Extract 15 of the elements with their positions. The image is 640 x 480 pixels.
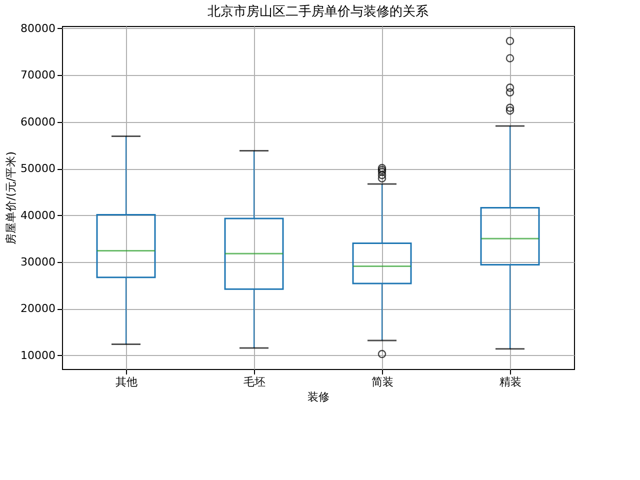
y-tick-label: 80000 bbox=[20, 22, 56, 35]
y-tick-label: 70000 bbox=[20, 68, 56, 82]
x-tick-label: 精装 bbox=[500, 376, 522, 388]
y-tick-label: 30000 bbox=[20, 255, 56, 268]
y-tick-label: 50000 bbox=[20, 162, 56, 176]
y-tick-label: 10000 bbox=[20, 348, 56, 362]
x-tick-label: 其他 bbox=[116, 376, 138, 388]
x-tick-label: 简装 bbox=[372, 376, 394, 388]
chart-title: 北京市房山区二手房单价与装修的关系 bbox=[208, 3, 428, 20]
y-tick-label: 60000 bbox=[20, 115, 56, 128]
x-axis-title: 装修 bbox=[308, 390, 330, 404]
x-tick-label: 毛坯 bbox=[244, 376, 266, 388]
y-tick-label: 20000 bbox=[20, 302, 56, 316]
y-axis-title: 房屋单价/(元/平米) bbox=[4, 152, 18, 244]
y-tick-label: 40000 bbox=[20, 208, 56, 222]
